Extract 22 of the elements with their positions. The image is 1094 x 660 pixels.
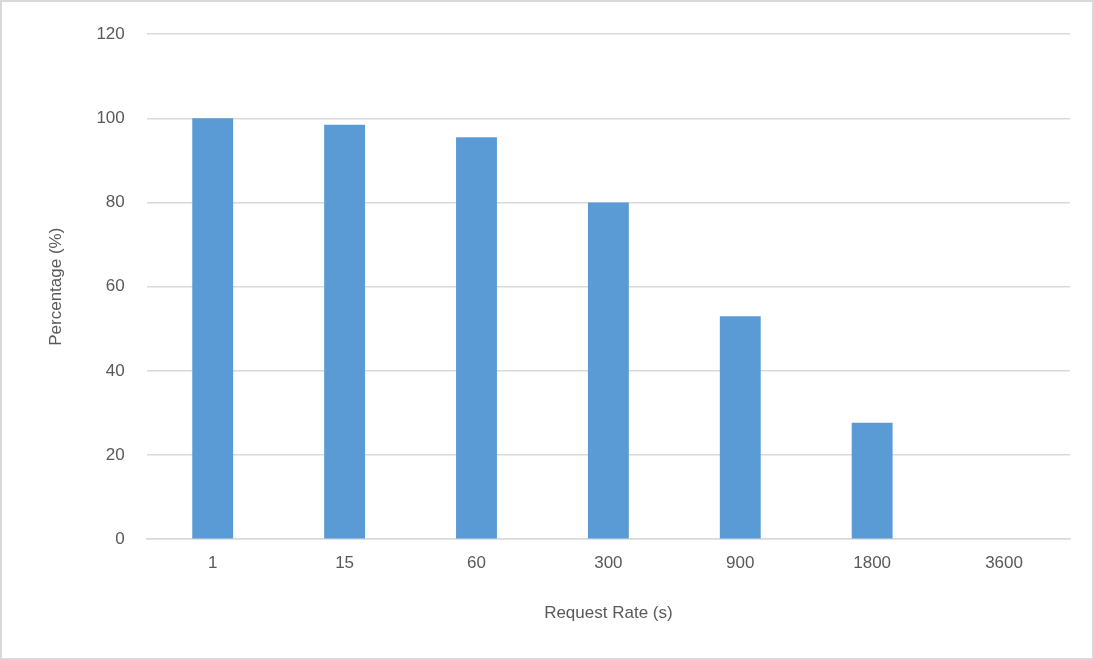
bar xyxy=(324,124,366,539)
y-tick-label: 20 xyxy=(105,444,125,464)
x-tick-label: 300 xyxy=(594,553,623,573)
y-axis-title: Percentage (%) xyxy=(45,227,65,346)
y-tick-label: 40 xyxy=(105,360,125,380)
y-tick-label: 100 xyxy=(96,108,125,128)
x-tick-label: 1800 xyxy=(853,553,892,573)
y-tick-label: 120 xyxy=(96,23,125,43)
bar xyxy=(719,316,761,539)
y-tick-label: 60 xyxy=(105,276,125,296)
bar xyxy=(851,422,893,539)
bar xyxy=(192,118,234,539)
x-tick-label: 3600 xyxy=(985,553,1023,573)
x-tick-label: 900 xyxy=(726,553,755,573)
y-tick-label: 80 xyxy=(105,192,125,212)
y-tick-label: 0 xyxy=(115,528,125,548)
x-tick-label: 15 xyxy=(335,553,355,573)
x-tick-label: 1 xyxy=(207,553,218,573)
x-tick-label: 60 xyxy=(467,553,486,573)
x-axis-title: Request Rate (s) xyxy=(544,603,673,623)
bar xyxy=(587,202,629,539)
bar xyxy=(456,137,497,539)
